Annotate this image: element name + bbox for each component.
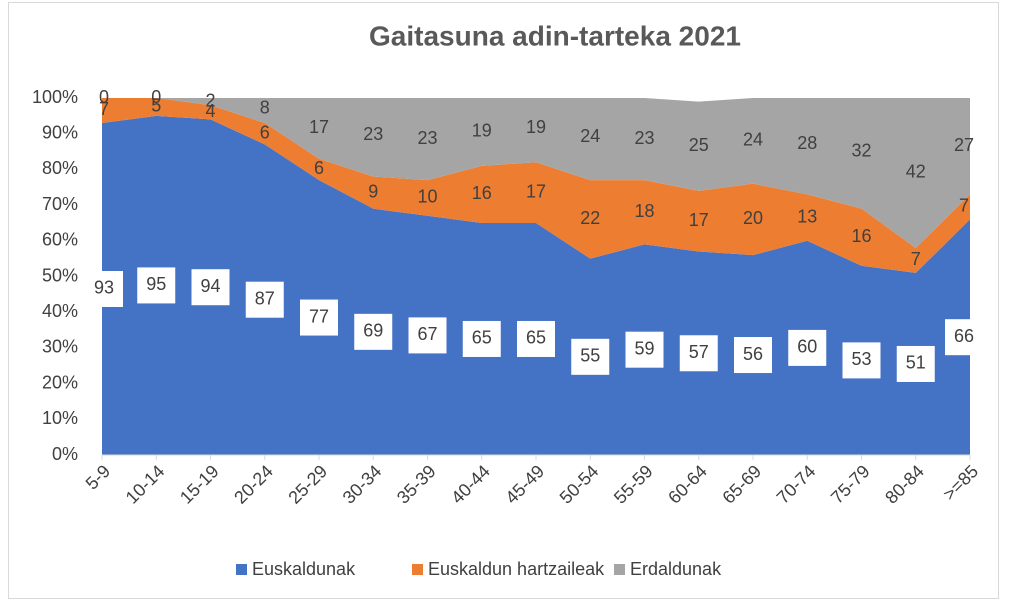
data-label-box — [85, 270, 123, 307]
data-label: 69 — [363, 321, 383, 341]
data-label: 57 — [689, 342, 709, 362]
data-label: 4 — [205, 101, 215, 121]
data-label: 22 — [580, 208, 600, 228]
y-tick-label: 100% — [32, 87, 78, 107]
data-label: 17 — [689, 210, 709, 230]
y-tick-label: 50% — [42, 265, 78, 285]
y-tick-label: 40% — [42, 301, 78, 321]
data-label: 59 — [634, 338, 654, 358]
data-label-box — [462, 320, 501, 357]
data-label-box — [679, 335, 718, 372]
data-label: 87 — [255, 288, 275, 308]
y-tick-label: 10% — [42, 408, 78, 428]
data-label: 55 — [580, 346, 600, 366]
data-label: 65 — [526, 328, 546, 348]
y-tick-label: 80% — [42, 158, 78, 178]
data-label: 17 — [526, 181, 546, 201]
data-label: 19 — [526, 117, 546, 137]
data-label-box — [625, 331, 664, 368]
data-label: 6 — [260, 122, 270, 142]
data-label: 53 — [851, 349, 871, 369]
area — [102, 98, 970, 248]
data-label: 18 — [634, 201, 654, 221]
plot-area — [102, 98, 970, 455]
data-label-box — [191, 269, 230, 306]
data-label: 24 — [743, 130, 763, 150]
data-label: 28 — [797, 133, 817, 153]
data-label: 17 — [309, 117, 329, 137]
data-label-box — [896, 345, 935, 382]
data-label-box — [300, 299, 338, 336]
data-label: 0 — [99, 87, 109, 107]
y-tick-label: 60% — [42, 230, 78, 250]
data-label: 56 — [743, 344, 763, 364]
data-label: 94 — [200, 276, 220, 296]
data-label: 27 — [954, 135, 974, 155]
data-label: 24 — [580, 126, 600, 146]
data-label: 19 — [472, 121, 492, 141]
data-label: 7 — [959, 196, 969, 216]
data-label: 20 — [743, 208, 763, 228]
data-label-box — [734, 337, 772, 374]
legend-label: Erdaldunak — [630, 559, 722, 579]
data-label-box — [571, 338, 610, 375]
y-tick-label: 20% — [42, 372, 78, 392]
data-label-box — [788, 329, 827, 366]
data-label: 77 — [309, 306, 329, 326]
data-label-box — [137, 267, 176, 304]
legend-swatch — [614, 564, 625, 575]
y-tick-label: 90% — [42, 122, 78, 142]
data-label: 13 — [797, 206, 817, 226]
legend-swatch — [236, 564, 247, 575]
y-tick-label: 30% — [42, 337, 78, 357]
data-label: 8 — [260, 97, 270, 117]
data-label: 0 — [151, 87, 161, 107]
data-label-box — [842, 342, 881, 379]
data-label: 9 — [368, 181, 378, 201]
data-label: 51 — [906, 353, 926, 373]
data-label: 23 — [363, 124, 383, 144]
data-label: 16 — [472, 183, 492, 203]
data-label: 95 — [146, 274, 166, 294]
data-label: 7 — [99, 99, 109, 119]
data-label: 6 — [314, 158, 324, 178]
data-label: 23 — [634, 128, 654, 148]
data-label-box — [245, 281, 284, 318]
y-tick-label: 0% — [52, 444, 78, 464]
data-label-box — [354, 313, 393, 350]
data-label: 65 — [472, 328, 492, 348]
legend-label: Euskaldunak — [252, 559, 356, 579]
chart-title: Gaitasuna adin-tarteka 2021 — [369, 20, 741, 51]
data-label-box — [517, 320, 555, 357]
y-tick-label: 70% — [42, 194, 78, 214]
data-label: 10 — [417, 187, 437, 207]
data-label-box — [408, 317, 447, 354]
data-label: 60 — [797, 337, 817, 357]
data-label-box — [945, 319, 983, 356]
data-label: 67 — [417, 324, 437, 344]
data-label: 7 — [911, 249, 921, 269]
data-label: 32 — [851, 140, 871, 160]
data-label: 66 — [954, 326, 974, 346]
data-label: 23 — [417, 128, 437, 148]
legend-swatch — [412, 564, 423, 575]
area — [102, 98, 970, 273]
data-label: 5 — [151, 96, 161, 116]
data-label: 25 — [689, 135, 709, 155]
data-label: 42 — [906, 162, 926, 182]
legend-label: Euskaldun hartzaileak — [428, 559, 605, 579]
data-label: 2 — [205, 90, 215, 110]
data-label: 16 — [851, 226, 871, 246]
data-label: 93 — [94, 278, 114, 298]
